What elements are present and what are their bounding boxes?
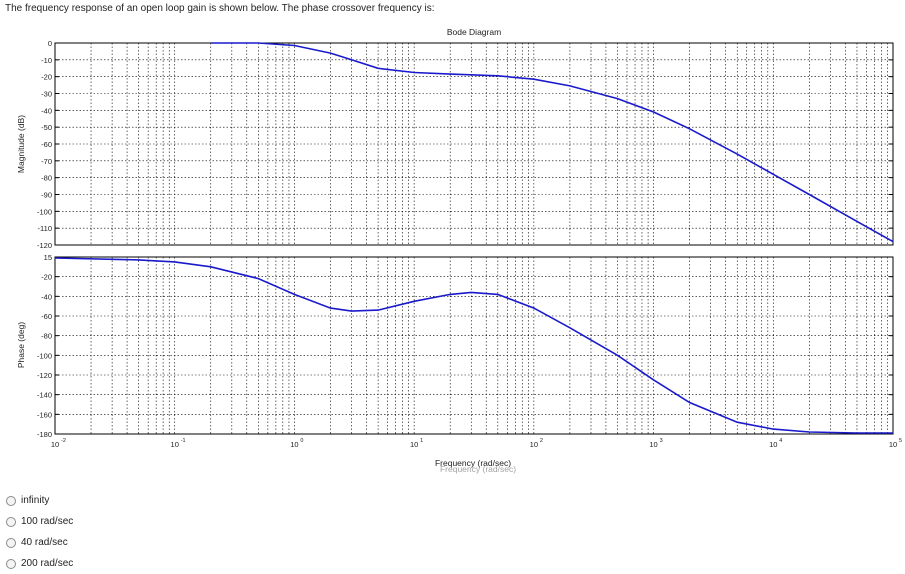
- y-tick-label: -20: [41, 273, 52, 282]
- x-tick-labels: 10 -2 10 -1 10 0 10 1 10 2 10 3 10 4 10 5: [51, 438, 902, 449]
- magnitude-panel: 0 -10 -20 -30 -40 -50 -60 -70 -80 -90 -100 -110 -120: [37, 39, 894, 250]
- x-tick-label: 10: [649, 440, 657, 449]
- y-tick-label: -160: [37, 410, 52, 419]
- option-40-rad-sec[interactable]: 40 rad/sec: [6, 532, 73, 553]
- radio-button[interactable]: [6, 516, 16, 527]
- y-tick-label: -100: [37, 351, 52, 360]
- phase-axis-label: Phase (deg): [16, 322, 26, 368]
- chart-title: Bode Diagram: [447, 27, 501, 37]
- bode-diagram: Bode Diagram 0-10-20-30-40-50-60-70-80-9…: [16, 27, 902, 474]
- question-text: The frequency response of an open loop g…: [5, 3, 435, 14]
- answer-options: infinity 100 rad/sec 40 rad/sec 200 rad/…: [6, 490, 73, 574]
- x-tick-exponent: 4: [779, 438, 782, 444]
- option-infinity[interactable]: infinity: [6, 490, 73, 511]
- x-tick-exponent: 3: [660, 438, 663, 444]
- option-label: 40 rad/sec: [21, 537, 68, 548]
- x-tick-label: 10: [171, 440, 179, 449]
- y-tick-label: -110: [38, 224, 52, 233]
- y-tick-label: 15: [44, 253, 52, 262]
- x-tick-label: 10: [410, 440, 418, 449]
- phase-panel: 15 -20 -40 -60 -80 -100 -120 -140 -160 -180: [37, 253, 894, 439]
- y-tick-label: -80: [41, 332, 52, 341]
- y-tick-label: -80: [41, 174, 52, 183]
- y-tick-label: 0: [48, 39, 52, 48]
- x-tick-label: 10: [889, 440, 897, 449]
- y-tick-label: -120: [37, 371, 52, 380]
- option-label: 200 rad/sec: [21, 558, 74, 569]
- plot-area: [54, 42, 894, 246]
- x-tick-exponent: 2: [540, 438, 543, 444]
- y-tick-label: -40: [41, 292, 52, 301]
- magnitude-series-line: [210, 42, 894, 243]
- y-tick-label: -60: [41, 312, 52, 321]
- x-axis-label-ghost: Frequency (rad/sec): [440, 464, 516, 474]
- radio-button[interactable]: [6, 495, 16, 506]
- x-tick-label: 10: [769, 440, 777, 449]
- y-tick-label: -20: [41, 73, 52, 82]
- y-tick-label: -90: [41, 191, 52, 200]
- x-tick-exponent: -2: [61, 438, 66, 444]
- x-tick-exponent: 5: [899, 438, 902, 444]
- plot-area: [54, 256, 894, 435]
- y-tick-label: -100: [37, 207, 52, 216]
- option-200-rad-sec[interactable]: 200 rad/sec: [6, 553, 73, 574]
- y-tick-label: -70: [41, 157, 52, 166]
- x-tick-exponent: 0: [300, 438, 303, 444]
- radio-button[interactable]: [6, 558, 16, 569]
- y-tick-label: -40: [41, 106, 52, 115]
- option-label: 100 rad/sec: [21, 516, 74, 527]
- option-label: infinity: [21, 495, 50, 506]
- phase-series-line: [54, 257, 893, 434]
- y-tick-label: -60: [41, 140, 52, 149]
- y-tick-label: -10: [41, 56, 52, 65]
- y-tick-label: -180: [37, 430, 52, 439]
- x-axis-label: Frequency (rad/sec): [435, 458, 511, 468]
- x-tick-label: 10: [51, 440, 59, 449]
- y-tick-label: -120: [37, 241, 52, 250]
- radio-button[interactable]: [6, 537, 16, 548]
- x-tick-label: 10: [530, 440, 538, 449]
- y-tick-label: -30: [41, 90, 52, 99]
- x-tick-label: 10: [290, 440, 298, 449]
- y-tick-label: -140: [37, 391, 52, 400]
- magnitude-axis-label: Magnitude (dB): [16, 115, 26, 173]
- option-100-rad-sec[interactable]: 100 rad/sec: [6, 511, 73, 532]
- y-tick-label: -50: [41, 123, 52, 132]
- x-tick-exponent: 1: [420, 438, 423, 444]
- x-tick-exponent: -1: [181, 438, 186, 444]
